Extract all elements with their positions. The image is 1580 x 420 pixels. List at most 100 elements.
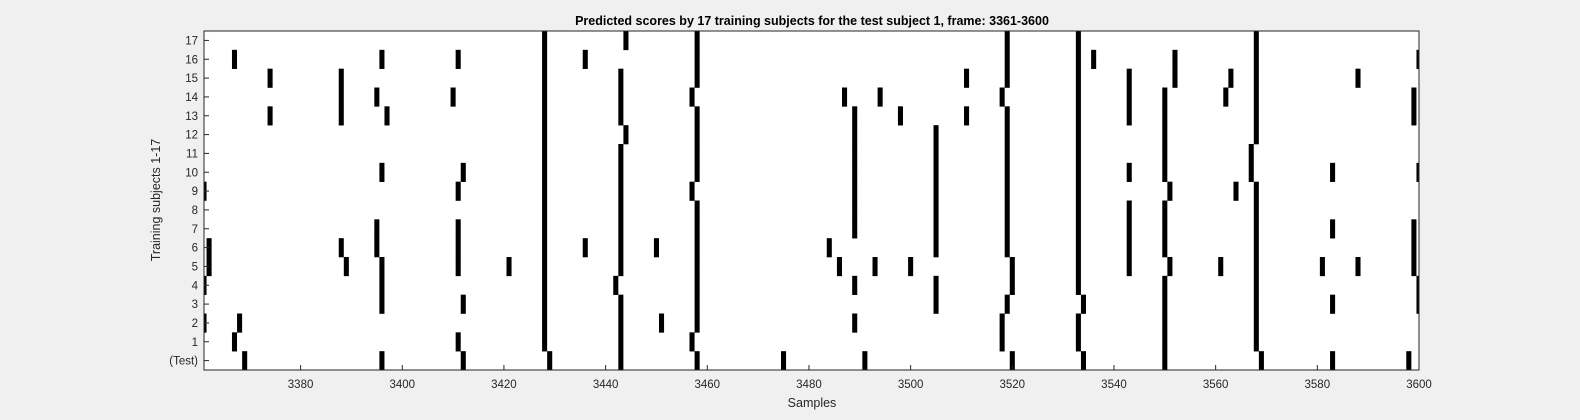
score-mark xyxy=(1253,238,1259,258)
score-mark xyxy=(1004,219,1010,239)
y-tick-label: 9 xyxy=(192,186,198,198)
score-mark xyxy=(694,106,700,126)
score-mark xyxy=(542,275,548,295)
score-mark xyxy=(653,238,659,258)
x-tick-label: 3500 xyxy=(898,379,924,391)
score-mark xyxy=(933,162,939,182)
score-mark xyxy=(1411,87,1417,107)
score-mark xyxy=(933,125,939,145)
score-mark xyxy=(1162,332,1168,352)
score-mark xyxy=(267,68,273,88)
score-mark xyxy=(1080,294,1087,314)
score-mark xyxy=(694,351,700,371)
score-mark xyxy=(542,162,548,182)
score-mark xyxy=(964,106,970,126)
x-tick-label: 3560 xyxy=(1203,379,1229,391)
score-mark xyxy=(694,49,700,69)
y-tick-label: 16 xyxy=(185,54,198,66)
score-mark xyxy=(1075,125,1081,145)
y-tick-label: 15 xyxy=(185,73,198,85)
score-mark xyxy=(1004,68,1010,88)
score-mark xyxy=(1258,351,1264,371)
score-mark xyxy=(338,68,344,88)
y-tick-label: 2 xyxy=(192,318,198,330)
score-mark xyxy=(694,313,700,333)
score-mark xyxy=(1253,125,1259,145)
score-mark xyxy=(694,257,700,277)
score-mark xyxy=(460,351,466,371)
score-mark xyxy=(694,31,700,51)
score-mark xyxy=(1330,294,1336,314)
score-mark xyxy=(1228,68,1234,88)
score-mark xyxy=(1253,332,1259,352)
score-mark xyxy=(1253,275,1259,295)
x-tick-label: 3460 xyxy=(694,379,720,391)
score-mark xyxy=(1075,162,1081,182)
score-mark xyxy=(1080,351,1087,371)
score-mark xyxy=(999,313,1005,333)
score-mark xyxy=(1162,294,1168,314)
score-mark xyxy=(1162,87,1168,107)
x-tick-label: 3580 xyxy=(1305,379,1331,391)
score-mark xyxy=(379,294,385,314)
score-mark xyxy=(542,106,548,126)
score-mark xyxy=(1162,162,1168,182)
score-mark xyxy=(542,294,548,314)
score-mark xyxy=(613,275,619,295)
score-mark xyxy=(542,313,548,333)
score-mark xyxy=(618,294,624,314)
score-mark xyxy=(694,238,700,258)
score-mark xyxy=(206,238,212,258)
score-mark xyxy=(1248,162,1254,182)
score-mark xyxy=(618,181,624,201)
score-mark xyxy=(542,31,548,51)
score-mark xyxy=(1075,238,1081,258)
score-mark xyxy=(1411,257,1417,277)
score-mark xyxy=(1416,162,1419,182)
plot-frame xyxy=(203,30,1420,371)
score-mark xyxy=(1004,162,1010,182)
score-mark xyxy=(694,144,700,164)
score-mark xyxy=(852,125,858,145)
score-mark xyxy=(343,257,349,277)
y-tick-label: 17 xyxy=(185,35,198,47)
score-mark xyxy=(862,351,868,371)
score-mark xyxy=(1075,181,1081,201)
score-mark xyxy=(1172,49,1178,69)
score-mark xyxy=(1253,31,1259,51)
score-mark xyxy=(455,49,461,69)
score-mark xyxy=(542,125,548,145)
score-mark xyxy=(933,181,939,201)
score-mark xyxy=(1075,219,1081,239)
score-mark xyxy=(618,351,624,371)
score-mark xyxy=(1406,351,1412,371)
score-mark xyxy=(1162,200,1168,220)
score-mark xyxy=(1004,125,1010,145)
score-mark xyxy=(872,257,878,277)
score-mark xyxy=(1233,181,1239,201)
score-mark xyxy=(618,200,624,220)
score-mark xyxy=(694,200,700,220)
score-mark xyxy=(231,332,238,352)
score-mark xyxy=(206,257,212,277)
score-mark xyxy=(267,106,273,126)
score-mark xyxy=(542,144,548,164)
score-mark xyxy=(542,219,548,239)
score-mark xyxy=(374,219,380,239)
score-mark xyxy=(694,162,700,182)
score-mark xyxy=(242,351,248,371)
score-mark xyxy=(908,257,914,277)
score-mark xyxy=(1253,219,1259,239)
score-mark xyxy=(1126,106,1132,126)
score-mark xyxy=(1162,275,1168,295)
score-mark xyxy=(455,181,461,201)
score-mark xyxy=(618,68,624,88)
score-mark xyxy=(1004,294,1010,314)
score-mark xyxy=(659,313,665,333)
score-mark xyxy=(1162,106,1168,126)
score-mark xyxy=(1091,49,1097,69)
score-mark xyxy=(618,332,624,352)
score-mark xyxy=(1075,200,1081,220)
score-mark xyxy=(1416,294,1419,314)
score-mark xyxy=(450,87,456,107)
